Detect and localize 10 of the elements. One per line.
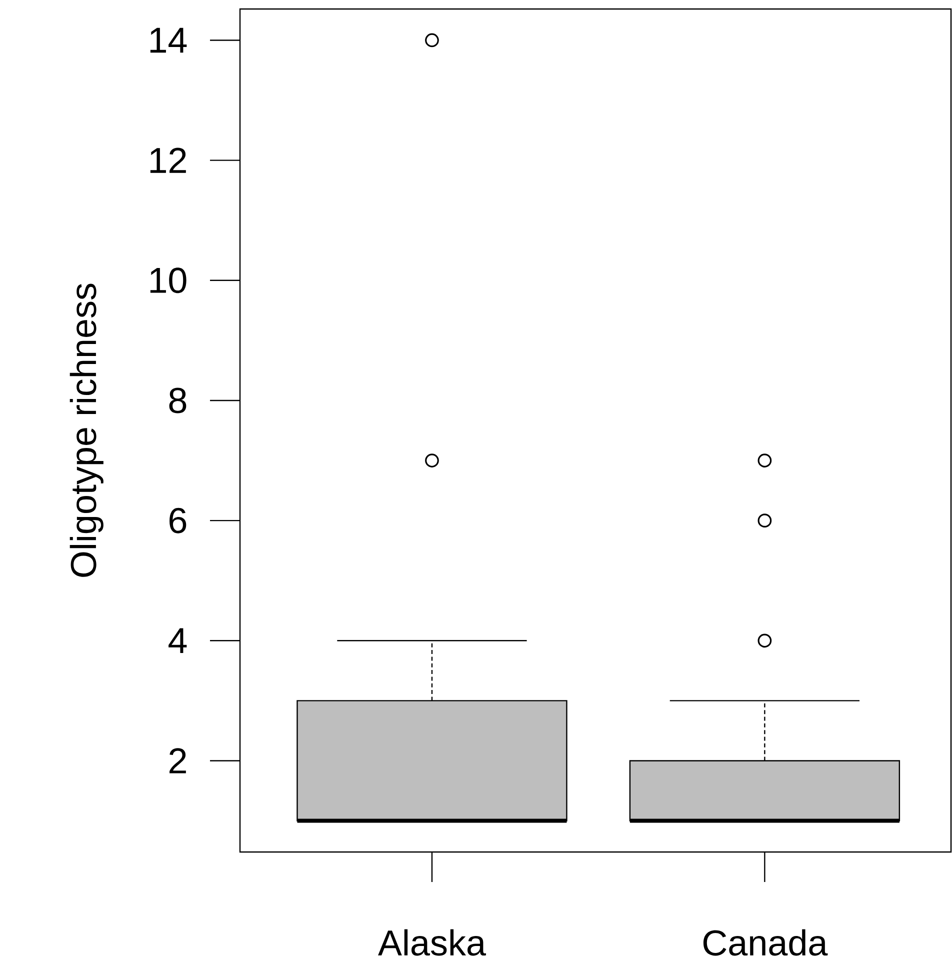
y-tick-label: 2: [170, 748, 186, 774]
x-tick-label: Canada: [703, 929, 828, 956]
x-tick-label: Alaska: [378, 929, 486, 956]
y-tick-label: 12: [150, 148, 186, 173]
y-axis-title: Oligotype richness: [70, 284, 104, 577]
y-tick-label: 4: [168, 628, 187, 654]
y-tick-label: 10: [150, 268, 186, 294]
y-tick-label: 8: [169, 388, 186, 414]
y-tick-label: 14: [150, 28, 187, 53]
y-tick-label: 6: [170, 508, 186, 534]
